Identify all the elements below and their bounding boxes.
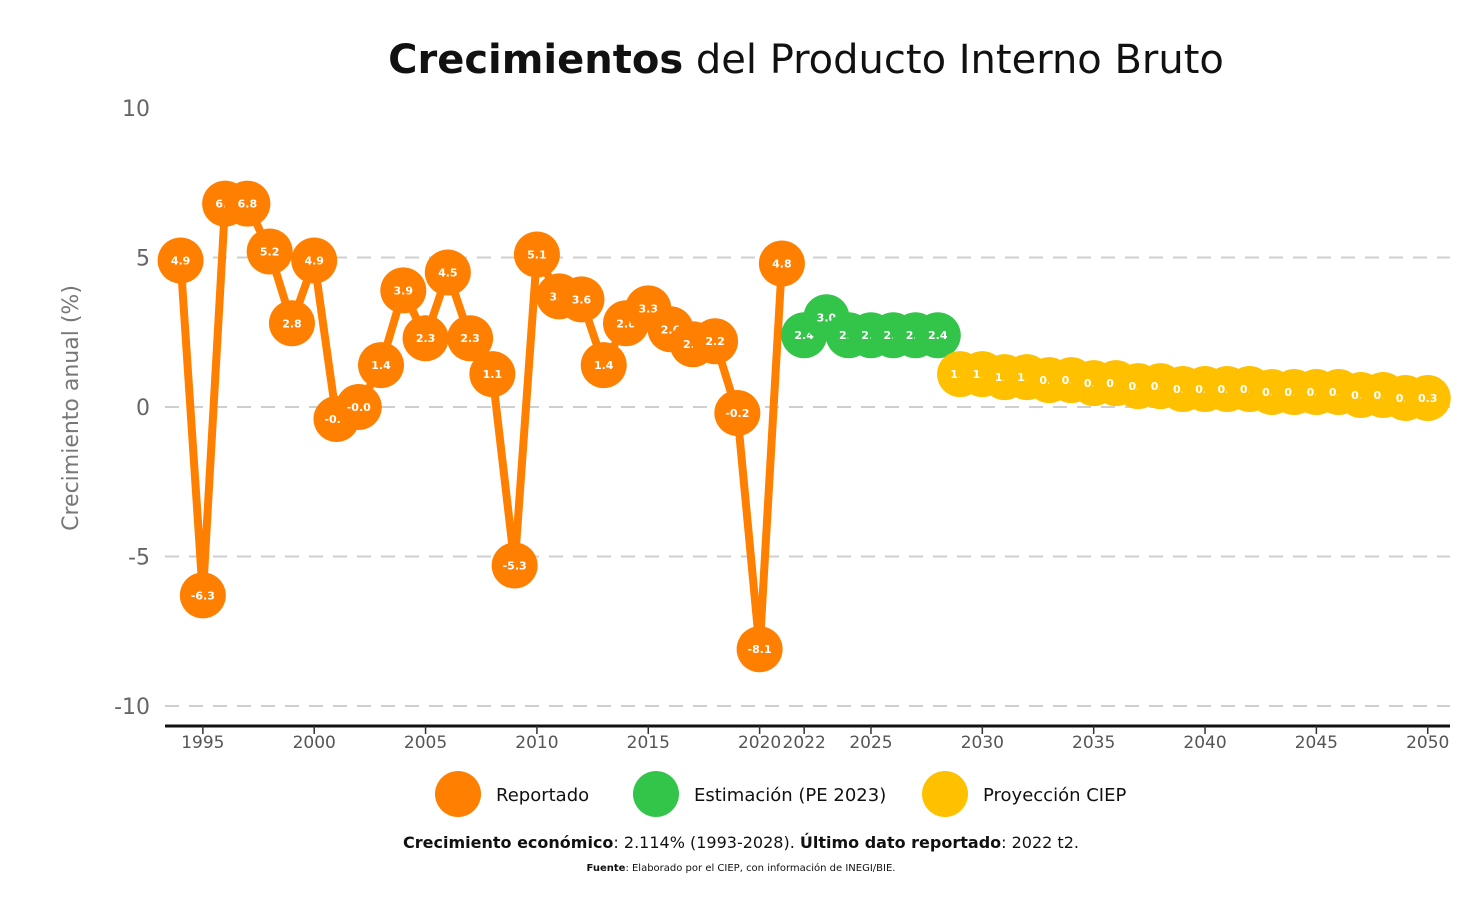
data-point	[246, 228, 293, 275]
x-tick-label: 2010	[515, 733, 558, 753]
chart-title-rest: del Producto Interno Bruto	[683, 37, 1224, 83]
footnote-label-growth: Crecimiento económico	[403, 833, 613, 852]
x-tick-label: 1995	[181, 733, 224, 753]
data-label: 2.3	[416, 332, 436, 345]
data-label: 5.2	[260, 246, 280, 259]
legend-label: Proyección CIEP	[983, 785, 1126, 806]
data-label: -0.2	[725, 407, 749, 420]
y-axis-ticks: -10 -5 0 5 10	[114, 97, 150, 720]
series-points: 4.9-6.36.86.85.22.84.9-0.4-0.01.43.92.34…	[157, 180, 1451, 673]
data-point	[291, 237, 338, 284]
data-point	[447, 315, 494, 362]
footnote-label-last: Último dato reportado	[800, 833, 1001, 852]
data-point	[714, 389, 761, 436]
footnote-text-last: : 2022 t2.	[1001, 833, 1079, 852]
data-point	[157, 237, 204, 284]
chart-title: Crecimientos del Producto Interno Bruto	[388, 37, 1224, 83]
x-tick-label: 2030	[961, 733, 1004, 753]
source-text: : Elaborado por el CIEP, con información…	[625, 862, 895, 874]
data-point	[513, 231, 560, 278]
data-point	[491, 542, 538, 589]
source-label: Fuente	[587, 863, 626, 874]
data-point	[358, 342, 405, 389]
data-label: 1.1	[483, 368, 503, 381]
y-tick-label: -5	[128, 546, 150, 571]
data-point	[424, 249, 471, 296]
x-tick-label: 2020	[738, 733, 781, 753]
x-tick-label: 2000	[293, 733, 336, 753]
data-label: 4.9	[171, 254, 191, 267]
legend: Reportado Estimación (PE 2023) Proyección …	[435, 771, 1126, 817]
x-tick-label: 2015	[627, 733, 670, 753]
legend-swatch	[922, 771, 968, 817]
data-label: 2.4	[928, 329, 948, 342]
data-label: 4.9	[304, 254, 324, 267]
data-label: 4.8	[772, 257, 792, 270]
legend-label: Estimación (PE 2023)	[694, 785, 886, 806]
x-tick-label: 2050	[1406, 733, 1449, 753]
data-point	[469, 351, 516, 398]
data-point	[380, 267, 427, 314]
x-tick-label: 2025	[849, 733, 892, 753]
data-point	[558, 276, 605, 323]
x-tick-label: 2035	[1072, 733, 1115, 753]
x-tick-label: 2022	[783, 733, 826, 753]
footnote-text-growth: : 2.114% (1993-2028).	[613, 833, 799, 852]
data-point	[402, 315, 449, 362]
x-tick-label: 2040	[1183, 733, 1226, 753]
chart-title-bold: Crecimientos	[388, 37, 683, 83]
data-label: -0.0	[347, 401, 371, 414]
x-tick-label: 2045	[1295, 733, 1338, 753]
data-point	[335, 384, 382, 430]
legend-label: Reportado	[496, 785, 589, 806]
data-label: 5.1	[527, 249, 547, 262]
y-tick-label: 0	[136, 396, 150, 421]
data-point	[179, 572, 226, 619]
data-label: 3.3	[639, 302, 659, 315]
data-point	[758, 240, 805, 287]
data-label: 3.9	[394, 284, 414, 297]
data-label: 1.4	[371, 359, 391, 372]
x-tick-label: 2005	[404, 733, 447, 753]
legend-swatch	[435, 771, 481, 817]
x-axis: 1995 2000 2005 2010 2015 2020 2022 2025 2030 2035…	[165, 724, 1450, 753]
y-axis-label: Crecimiento anual (%)	[59, 285, 84, 531]
data-point	[224, 180, 271, 227]
y-tick-label: -10	[114, 695, 150, 720]
data-label: 1.4	[594, 359, 614, 372]
data-label: 2.2	[705, 335, 725, 348]
data-label: -6.3	[191, 589, 215, 602]
source-note: Fuente: Elaborado por el CIEP, con infor…	[587, 862, 896, 874]
data-label: 4.5	[438, 266, 458, 279]
footnote: Crecimiento económico: 2.114% (1993-2028…	[403, 833, 1079, 852]
data-label: -5.3	[503, 559, 527, 572]
data-label: 0.3	[1418, 392, 1438, 405]
y-tick-label: 10	[122, 97, 150, 122]
data-label: -8.1	[748, 643, 772, 656]
data-point	[692, 318, 739, 365]
data-point	[580, 342, 627, 389]
data-label: 2.8	[282, 317, 302, 330]
y-tick-label: 5	[136, 247, 150, 272]
data-label: 3.6	[572, 293, 592, 306]
data-point	[268, 300, 315, 347]
data-label: 2.3	[460, 332, 480, 345]
legend-swatch	[633, 771, 679, 817]
data-label: 6.8	[238, 198, 258, 211]
data-point	[736, 626, 783, 673]
data-point	[914, 312, 961, 359]
data-point	[1404, 375, 1451, 422]
